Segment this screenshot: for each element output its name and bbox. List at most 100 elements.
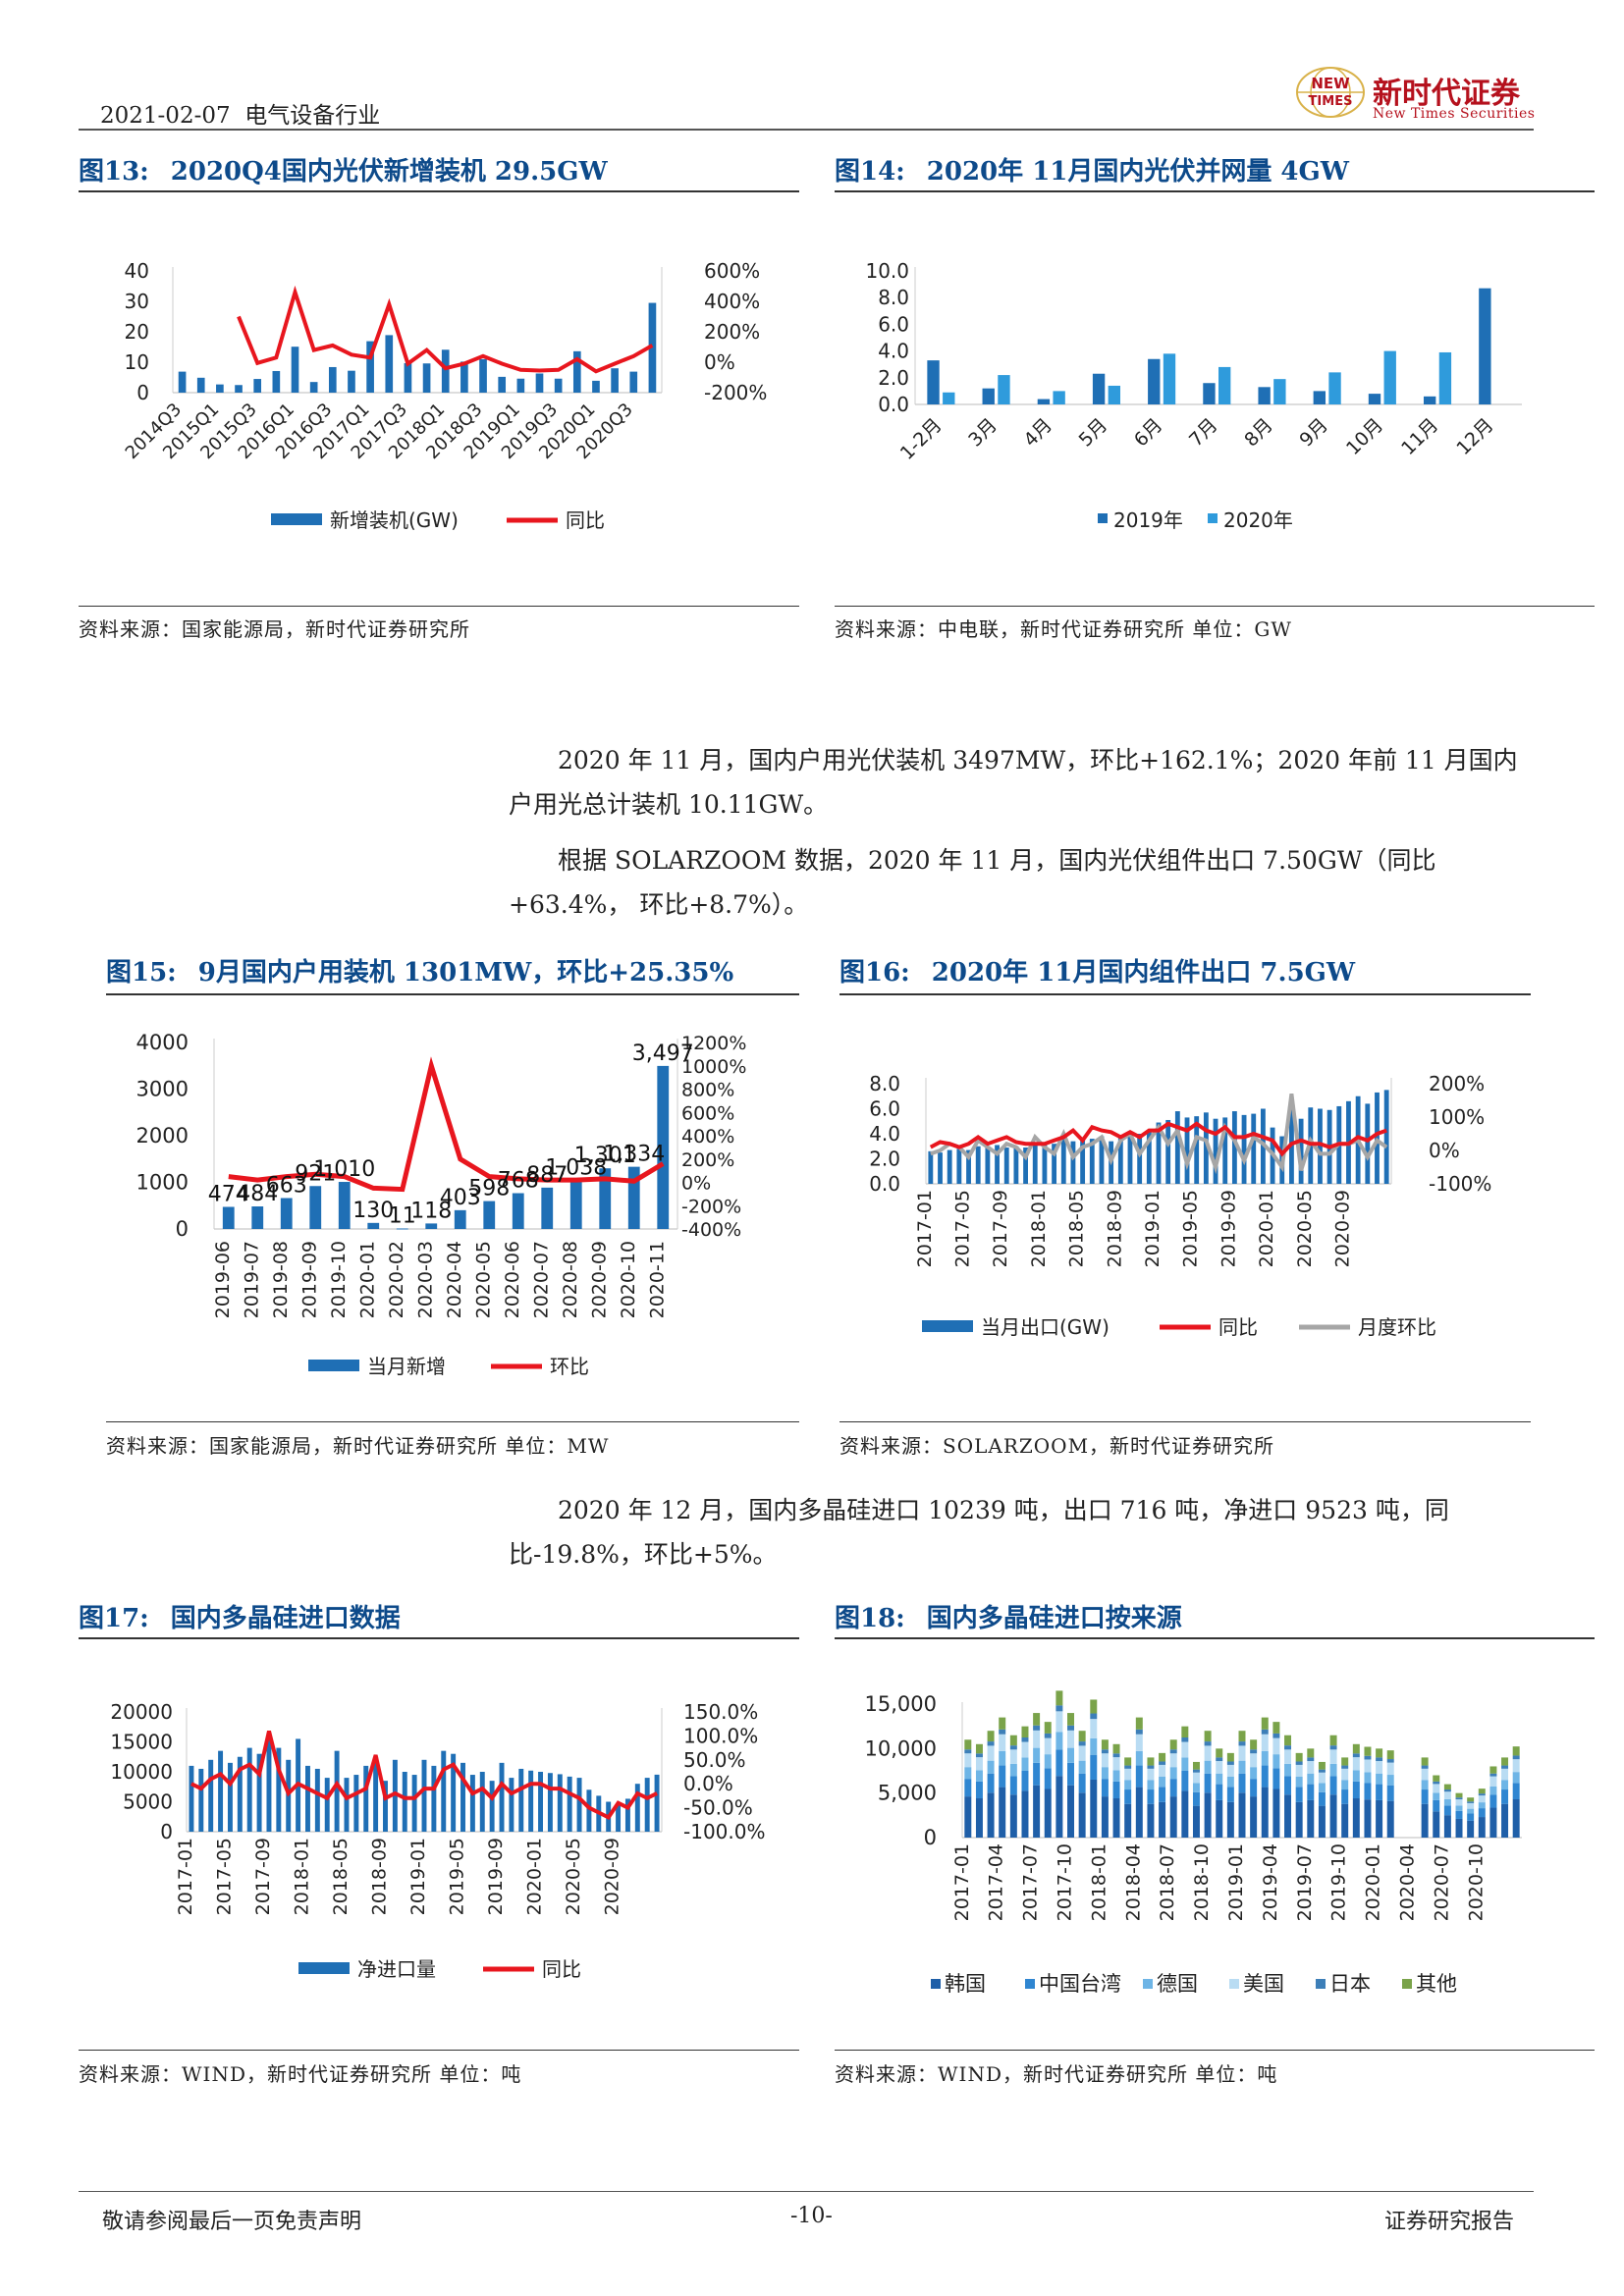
fig18-bar-segment-韩国 (1433, 1811, 1440, 1838)
fig18-bar-segment-韩国 (1421, 1803, 1429, 1838)
fig18-bar-segment-美国 (1204, 1745, 1212, 1761)
y2-tick-label: -50.0% (683, 1796, 753, 1820)
fig18-bar-segment-中国台湾 (1455, 1810, 1463, 1819)
y2-tick-label: 1200% (681, 1033, 746, 1054)
legend-swatch (1316, 1979, 1326, 1989)
fig18-bottom-rule (835, 2050, 1595, 2051)
x-tick-label: 2020-01 (1256, 1190, 1277, 1267)
fig17-bottom-rule (79, 2050, 799, 2051)
fig18-bar-segment-其他 (1250, 1739, 1258, 1750)
x-tick-label: 2020-08 (560, 1241, 581, 1318)
fig18-bar-segment-美国 (1192, 1772, 1200, 1784)
fig15-bar (541, 1187, 554, 1229)
fig16-bar (1203, 1112, 1209, 1184)
fig17-bar (208, 1759, 214, 1832)
fig18-bar-segment-中国台湾 (1478, 1808, 1486, 1818)
fig17-title: 图17: 国内多晶硅进口数据 (79, 1598, 401, 1634)
fig13-bar (611, 368, 619, 393)
fig14-bar-2020 (1438, 351, 1452, 404)
fig15-data-label: 474 (208, 1182, 249, 1206)
fig13-bar (535, 373, 544, 393)
fig16-bar (1023, 1148, 1028, 1184)
fig18-bar-segment-中国台湾 (1124, 1789, 1132, 1804)
fig18-bar-segment-其他 (1169, 1739, 1177, 1750)
fig17-bar (324, 1778, 330, 1832)
fig18-bar-segment-其他 (1067, 1713, 1074, 1726)
fig13-bar (441, 349, 450, 393)
fig16-bar (985, 1146, 991, 1184)
fig18-bar-segment-韩国 (1033, 1785, 1041, 1838)
fig18-chart: 15,000 10,000 5,000 0 2017-01 2017-04 2017-07 2… (865, 1690, 1522, 1993)
fig17-bar (644, 1778, 650, 1832)
x-tick-label: 9月 (1295, 414, 1332, 452)
fig15-data-label: 921 (295, 1161, 336, 1186)
legend-swatch (1098, 513, 1108, 523)
fig18-bar-segment-日本 (1318, 1769, 1326, 1773)
fig18-bar-segment-其他 (1364, 1746, 1372, 1756)
fig18-bar-segment-韩国 (1489, 1807, 1497, 1838)
fig18-bar-segment-日本 (1033, 1725, 1041, 1731)
y2-tick-label: 400% (704, 290, 760, 313)
x-tick-label: 2020-09 (602, 1838, 623, 1915)
fig18-bar-segment-中国台湾 (1226, 1787, 1234, 1802)
fig18-bar-segment-中国台湾 (964, 1779, 972, 1797)
legend-label: 当月新增 (367, 1355, 446, 1378)
fig18-bar-segment-其他 (1261, 1717, 1269, 1730)
fig16-bar (966, 1149, 971, 1184)
fig18-bar-segment-日本 (1433, 1781, 1440, 1785)
footer-disclaimer: 敬请参阅最后一页免责声明 (102, 2210, 362, 2234)
y2-tick-label: 400% (681, 1126, 734, 1148)
y-tick-label: 8.0 (869, 1072, 900, 1095)
y2-tick-label: 800% (681, 1080, 734, 1101)
fig18-bar-segment-中国台湾 (1318, 1791, 1326, 1806)
x-tick-label: 3月 (964, 414, 1001, 452)
fig17-bar (227, 1762, 233, 1832)
fig18-bar-segment-韩国 (1101, 1796, 1109, 1838)
fig18-bar-segment-美国 (1078, 1745, 1086, 1761)
fig17-bar (314, 1768, 320, 1832)
fig18-bar-segment-其他 (1318, 1761, 1326, 1770)
fig14-bar-2020 (998, 375, 1010, 404)
fig18-bar-segment-中国台湾 (1433, 1799, 1440, 1812)
fig18-bar-segment-中国台湾 (1250, 1779, 1258, 1797)
fig18-bar-segment-日本 (987, 1741, 995, 1746)
fig15-bar (569, 1180, 582, 1229)
fig16-title-text: 2020年 11月国内组件出口 7.5GW (931, 958, 1356, 988)
fig18-bar-segment-日本 (1112, 1753, 1120, 1758)
fig17-bar (383, 1781, 388, 1832)
x-tick-label: 2018-05 (330, 1838, 352, 1915)
fig13-bar (516, 378, 525, 393)
y-tick-label: 1000 (136, 1171, 189, 1195)
fig14-bar-2019 (1479, 288, 1491, 404)
fig18-bar-segment-美国 (1307, 1761, 1315, 1774)
fig18-bar-segment-日本 (1021, 1737, 1029, 1742)
fig17-bar (616, 1804, 622, 1832)
fig17-bar (547, 1773, 553, 1832)
fig18-bar-segment-韩国 (975, 1798, 983, 1838)
fig15-bar (251, 1206, 264, 1229)
fig18-bar-segment-日本 (999, 1729, 1006, 1735)
x-tick-label: 2019-09 (298, 1241, 320, 1318)
x-tick-label: 2019-09 (1218, 1190, 1239, 1267)
fig18-bar-segment-其他 (1216, 1748, 1223, 1758)
fig18-bar-segment-美国 (999, 1734, 1006, 1751)
fig16-bar (1298, 1118, 1304, 1184)
y-tick-label: 30 (125, 290, 149, 313)
fig18-bar-segment-美国 (964, 1753, 972, 1768)
legend-swatch (1025, 1979, 1035, 1989)
fig16-bar (956, 1148, 962, 1184)
fig17-bar (441, 1750, 447, 1832)
fig18-bar-segment-中国台湾 (1009, 1776, 1017, 1795)
fig16-line-yoy (929, 1121, 1387, 1157)
fig18-bar-segment-日本 (1329, 1745, 1337, 1750)
fig16-bar (1052, 1144, 1057, 1184)
y-tick-label: 5,000 (878, 1782, 937, 1805)
fig14-title-text: 2020年 11月国内光伏并网量 4GW (926, 157, 1349, 187)
fig13-bar (479, 358, 487, 393)
fig16-bar (1089, 1139, 1095, 1184)
fig18-bar-segment-其他 (975, 1743, 983, 1754)
fig18-bar-segment-美国 (1329, 1749, 1337, 1764)
fig18-bar-segment-日本 (1512, 1755, 1520, 1760)
y2-tick-label: 200% (1429, 1072, 1485, 1095)
fig18-bar-segment-韩国 (1512, 1799, 1520, 1838)
